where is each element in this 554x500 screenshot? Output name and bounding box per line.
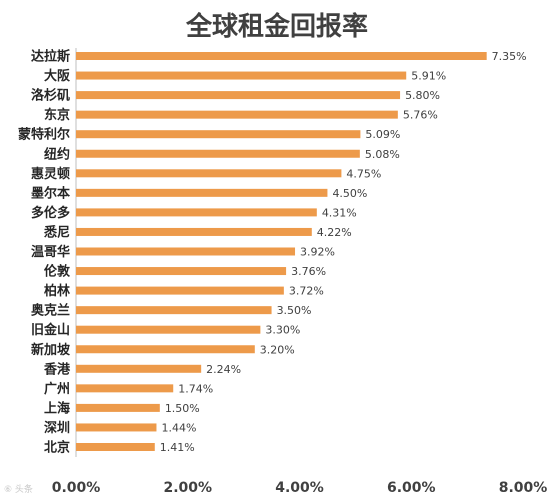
category-label: 北京 <box>44 440 70 456</box>
bar <box>76 188 328 197</box>
data-label: 5.80% <box>405 89 440 102</box>
bar <box>76 91 401 100</box>
bar <box>76 345 255 354</box>
category-label: 惠灵顿 <box>31 166 70 182</box>
data-label: 3.30% <box>265 324 300 337</box>
bar <box>76 443 155 451</box>
bar <box>76 306 272 315</box>
data-label: 1.41% <box>160 441 195 454</box>
bar <box>76 286 284 295</box>
category-label: 达拉斯 <box>31 49 70 65</box>
category-label: 墨尔本 <box>31 185 70 201</box>
category-label: 新加坡 <box>31 342 71 358</box>
data-label: 2.24% <box>206 363 241 376</box>
category-label: 温哥华 <box>31 244 70 260</box>
category-label: 柏林 <box>44 283 70 299</box>
data-label: 4.75% <box>346 167 381 180</box>
category-label: 奥克兰 <box>31 303 70 319</box>
data-label: 4.50% <box>332 187 367 200</box>
data-label: 5.08% <box>365 148 400 161</box>
x-tick-label: 6.00% <box>387 480 436 496</box>
bar <box>76 149 360 158</box>
bar <box>76 130 361 139</box>
bar <box>76 71 407 80</box>
x-tick-label: 8.00% <box>499 480 548 496</box>
data-label: 3.50% <box>277 304 312 317</box>
x-tick-label: 2.00% <box>163 480 212 496</box>
x-tick-label: 0.00% <box>52 480 101 496</box>
bar <box>76 110 398 119</box>
data-label: 5.09% <box>365 128 400 141</box>
data-label: 1.74% <box>178 382 213 395</box>
category-label: 旧金山 <box>31 322 70 338</box>
data-label: 3.92% <box>300 246 335 259</box>
bar <box>76 169 342 178</box>
chart-title: 全球租金回报率 <box>185 12 368 42</box>
category-label: 悉尼 <box>43 224 70 240</box>
data-label: 4.31% <box>322 206 357 219</box>
category-label: 深圳 <box>44 420 70 436</box>
category-label: 东京 <box>44 107 70 123</box>
data-label: 1.44% <box>161 421 196 434</box>
data-label: 5.91% <box>411 70 446 83</box>
category-label: 上海 <box>44 400 70 416</box>
bar <box>76 227 312 236</box>
bar <box>76 247 296 256</box>
bar <box>76 52 487 60</box>
category-label: 洛杉矶 <box>31 88 70 104</box>
data-label: 5.76% <box>403 109 438 122</box>
watermark: ⑥ 头条 <box>4 485 33 495</box>
bar <box>76 325 261 334</box>
bar <box>76 403 160 412</box>
category-label: 纽约 <box>44 146 70 162</box>
category-label: 伦敦 <box>44 264 71 280</box>
bar <box>76 423 157 432</box>
x-tick-label: 4.00% <box>275 480 324 496</box>
data-label: 3.76% <box>291 265 326 278</box>
bar <box>76 364 202 373</box>
data-label: 3.20% <box>260 343 295 356</box>
data-label: 1.50% <box>165 402 200 415</box>
bar <box>76 267 287 276</box>
category-label: 广州 <box>44 381 70 397</box>
category-label: 香港 <box>43 361 71 377</box>
data-label: 7.35% <box>492 50 527 63</box>
category-label: 蒙特利尔 <box>18 127 70 143</box>
bar <box>76 208 317 217</box>
category-label: 大阪 <box>44 68 71 84</box>
data-label: 4.22% <box>317 226 352 239</box>
bar <box>76 384 174 393</box>
category-label: 多伦多 <box>31 205 70 221</box>
data-label: 3.72% <box>289 285 324 298</box>
